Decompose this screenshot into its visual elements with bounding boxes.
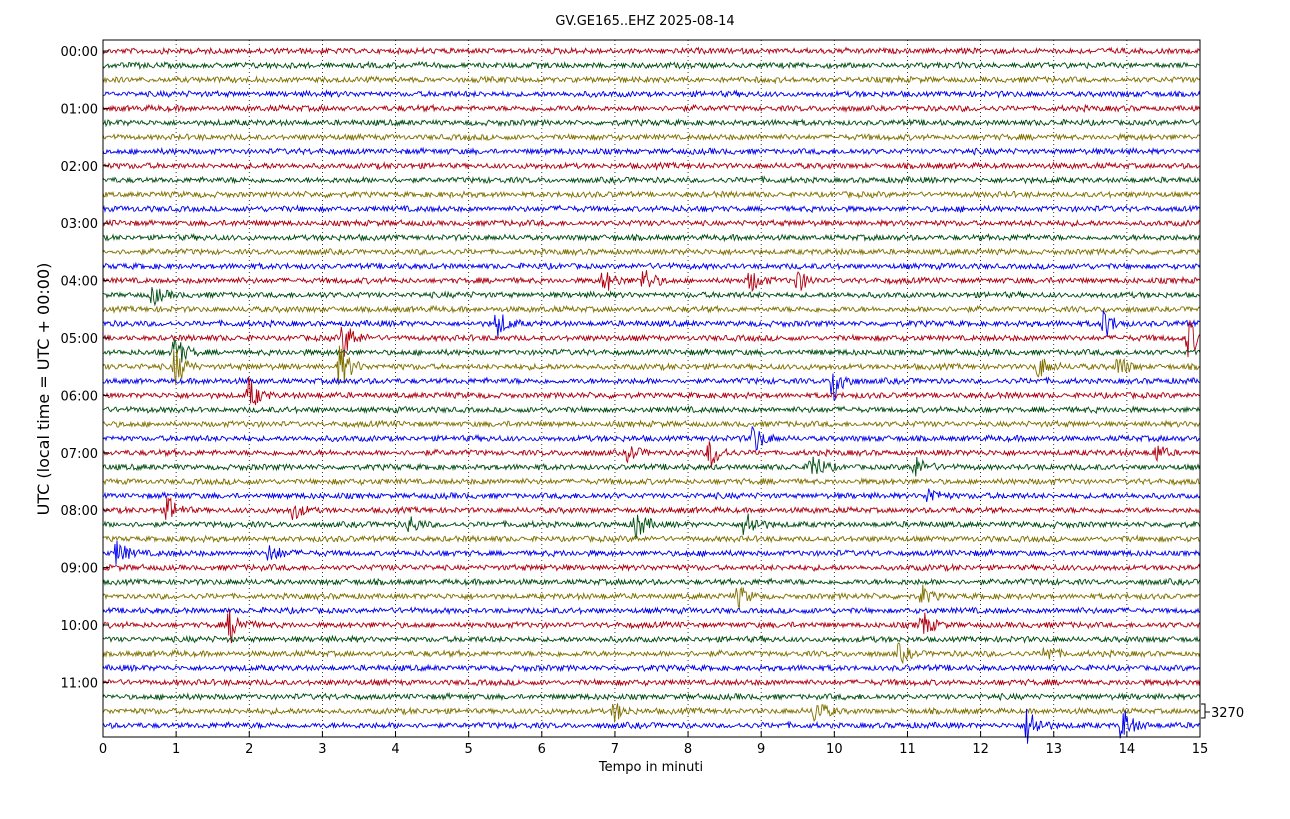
trace-line <box>102 634 1201 644</box>
trace-line <box>102 513 1201 539</box>
x-tick-label: 9 <box>757 742 765 757</box>
chart-title: GV.GE165..EHZ 2025-08-14 <box>555 14 734 29</box>
y-tick-label: 09:00 <box>61 562 98 577</box>
trace-line <box>102 304 1201 314</box>
y-tick-label: 02:00 <box>61 160 98 175</box>
y-tick-label: 10:00 <box>61 619 98 634</box>
trace-line <box>102 204 1201 214</box>
trace-line <box>102 609 1201 644</box>
trace-line <box>102 425 1201 451</box>
y-tick-label: 05:00 <box>61 332 98 347</box>
trace-line <box>102 584 1201 610</box>
trace-line <box>102 606 1201 616</box>
x-tick-label: 14 <box>1119 742 1136 757</box>
trace-line <box>102 89 1201 99</box>
x-tick-label: 11 <box>899 742 916 757</box>
trace-line <box>102 132 1201 142</box>
x-tick-label: 7 <box>611 742 619 757</box>
trace-line <box>102 496 1201 521</box>
trace-line <box>102 218 1201 228</box>
y-tick-label: 03:00 <box>61 217 98 232</box>
trace-line <box>102 339 1201 363</box>
trace-line <box>102 261 1201 271</box>
y-tick-label: 08:00 <box>61 504 98 519</box>
trace-line <box>102 270 1201 293</box>
y-tick-label: 07:00 <box>61 447 98 462</box>
trace-line <box>102 577 1201 587</box>
x-tick-label: 5 <box>465 742 473 757</box>
trace-line <box>102 663 1201 673</box>
trace-line <box>102 488 1201 502</box>
trace-line <box>102 642 1201 665</box>
y-axis-label: UTC (local time = UTC + 00:00) <box>34 263 53 516</box>
trace-line <box>102 691 1201 702</box>
x-tick-label: 0 <box>99 742 107 757</box>
trace-line <box>102 373 1201 401</box>
grid-lines <box>175 40 1128 737</box>
trace-line <box>102 74 1201 85</box>
trace-line <box>102 118 1201 128</box>
trace-line <box>102 708 1201 744</box>
y-tick-label: 01:00 <box>61 102 98 117</box>
plot-frame <box>102 39 1201 738</box>
y-axis-ticks: 00:00 01:00 02:00 03:00 04:00 05:00 06:00 07:00… <box>61 45 109 691</box>
x-tick-label: 1 <box>172 742 180 757</box>
trace-line <box>102 345 1201 386</box>
x-tick-label: 10 <box>826 742 843 757</box>
trace-line <box>102 456 1201 477</box>
amplitude-scale-bar: 3270 <box>1201 703 1244 721</box>
trace-line <box>102 310 1201 338</box>
trace-line <box>102 320 1201 358</box>
trace-line <box>102 232 1201 243</box>
x-axis-label: Tempo in minuti <box>598 760 703 775</box>
trace-line <box>102 562 1201 573</box>
trace-line <box>102 477 1201 487</box>
y-tick-label: 04:00 <box>61 275 98 290</box>
trace-line <box>102 175 1201 185</box>
x-axis-ticks: 0 1 2 3 4 5 6 7 8 9 10 11 12 13 14 15 <box>99 731 1208 757</box>
trace-line <box>102 46 1201 56</box>
x-tick-label: 15 <box>1192 742 1209 757</box>
y-tick-label: 00:00 <box>61 45 98 60</box>
x-tick-label: 8 <box>684 742 692 757</box>
x-tick-label: 4 <box>391 742 399 757</box>
trace-line <box>102 419 1201 429</box>
seismic-traces <box>102 46 1201 744</box>
trace-line <box>102 103 1201 114</box>
x-tick-label: 2 <box>245 742 253 757</box>
x-tick-label: 13 <box>1045 742 1062 757</box>
trace-line <box>102 60 1201 70</box>
trace-line <box>102 376 1201 406</box>
trace-line <box>102 161 1201 171</box>
trace-line <box>102 405 1201 415</box>
y-tick-label: 06:00 <box>61 389 98 404</box>
scale-label: 3270 <box>1211 706 1244 721</box>
x-tick-label: 3 <box>318 742 326 757</box>
trace-line <box>102 678 1201 688</box>
y-tick-label: 11:00 <box>61 676 98 691</box>
trace-line <box>102 534 1201 544</box>
x-tick-label: 6 <box>538 742 546 757</box>
trace-line <box>102 540 1201 565</box>
trace-line <box>102 146 1201 157</box>
trace-line <box>102 286 1201 307</box>
x-tick-label: 12 <box>972 742 989 757</box>
trace-line <box>102 703 1201 723</box>
trace-line <box>102 247 1201 257</box>
trace-line <box>102 441 1201 468</box>
trace-line <box>102 189 1201 200</box>
